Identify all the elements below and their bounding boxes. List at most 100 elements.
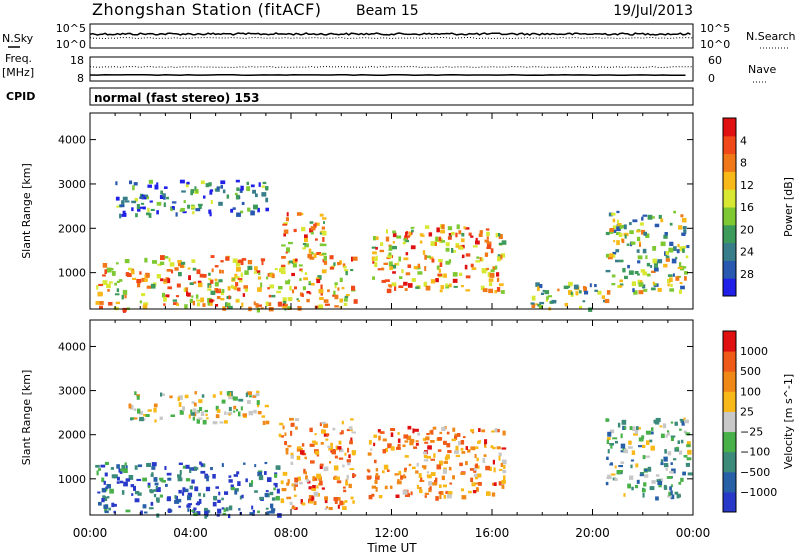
heatmap-cell	[441, 426, 446, 431]
colorbar-swatch	[723, 224, 736, 244]
heatmap-cell	[531, 295, 536, 301]
heatmap-cell	[426, 455, 431, 459]
heatmap-cell	[209, 189, 214, 192]
heatmap-cell	[474, 482, 479, 485]
heatmap-cell	[98, 283, 103, 287]
heatmap-cell	[308, 248, 312, 254]
heatmap-cell	[437, 273, 443, 277]
heatmap-cell	[623, 426, 627, 430]
heatmap-cell	[297, 299, 300, 302]
heatmap-cell	[443, 440, 447, 445]
heatmap-cell	[613, 240, 616, 243]
heatmap-cell	[686, 245, 690, 249]
heatmap-cell	[438, 460, 443, 466]
heatmap-cell	[124, 294, 127, 299]
heatmap-cell	[228, 513, 231, 519]
heatmap-cell	[682, 226, 687, 230]
heatmap-cell	[317, 275, 322, 280]
heatmap-cell	[180, 207, 185, 212]
heatmap-cell	[388, 252, 392, 256]
colorbar-swatch	[723, 207, 736, 226]
heatmap-cell	[652, 281, 655, 285]
heatmap-cell	[214, 281, 219, 287]
heatmap-cell	[329, 255, 334, 260]
heatmap-cell	[492, 446, 496, 450]
heatmap-cell	[677, 266, 683, 269]
heatmap-cell	[634, 271, 639, 275]
heatmap-cell	[339, 277, 343, 283]
heatmap-cell	[236, 471, 240, 475]
heatmap-cell	[493, 467, 496, 473]
heatmap-cell	[150, 473, 154, 477]
heatmap-cell	[424, 441, 429, 444]
heatmap-cell	[99, 301, 104, 305]
heatmap-cell	[147, 184, 152, 188]
heatmap-cell	[109, 488, 114, 494]
heatmap-cell	[334, 455, 338, 459]
heatmap-cell	[314, 450, 320, 455]
heatmap-cell	[384, 485, 388, 490]
heatmap-cell	[382, 449, 386, 454]
heatmap-cell	[446, 431, 450, 435]
heatmap-cell	[501, 459, 507, 465]
heatmap-cell	[243, 285, 248, 289]
heatmap-cell	[684, 276, 687, 281]
heatmap-cell	[498, 242, 503, 246]
heatmap-cell	[643, 482, 647, 487]
heatmap-cell	[634, 485, 639, 489]
heatmap-cell	[481, 257, 484, 262]
heatmap-cell	[683, 229, 687, 234]
heatmap-cell	[151, 472, 154, 475]
heatmap-cell	[653, 419, 659, 424]
heatmap-cell	[136, 278, 142, 284]
freq-label: Freq.	[5, 52, 32, 65]
heatmap-cell	[296, 455, 301, 460]
heatmap-cell	[224, 491, 229, 495]
heatmap-cell	[667, 283, 670, 287]
heatmap-cell	[400, 475, 403, 480]
heatmap-cell	[196, 269, 201, 275]
heatmap-cell	[568, 290, 572, 295]
heatmap-cell	[160, 190, 163, 195]
heatmap-cell	[219, 269, 222, 274]
heatmap-cell	[168, 257, 171, 262]
heatmap-cell	[448, 466, 452, 471]
heatmap-cell	[324, 499, 328, 504]
heatmap-cell	[295, 481, 298, 485]
heatmap-cell	[410, 491, 413, 496]
heatmap-cell	[431, 258, 435, 263]
heatmap-cell	[255, 393, 260, 397]
colorbar-tick-label: 20	[740, 223, 754, 236]
heatmap-cell	[422, 451, 427, 455]
heatmap-cell	[319, 422, 322, 427]
heatmap-cell	[491, 430, 495, 433]
heatmap-cell	[265, 490, 269, 493]
heatmap-cell	[193, 408, 197, 412]
heatmap-cell	[102, 495, 106, 501]
heatmap-cell	[226, 302, 231, 307]
heatmap-cell	[208, 272, 211, 276]
colorbar-frame	[722, 117, 737, 297]
heatmap-cell	[685, 462, 690, 467]
heatmap-cell	[99, 305, 103, 309]
heatmap-cell	[148, 507, 154, 510]
heatmap-cell	[301, 502, 306, 506]
heatmap-cell	[436, 464, 442, 470]
heatmap-cell	[198, 205, 202, 209]
heatmap-cell	[118, 468, 121, 473]
heatmap-cell	[252, 189, 256, 194]
heatmap-cell	[331, 449, 336, 455]
heatmap-cell	[465, 461, 468, 466]
heatmap-cell	[456, 224, 460, 230]
nsky-strip-frame	[89, 23, 694, 49]
heatmap-cell	[673, 210, 676, 214]
heatmap-cell	[236, 408, 239, 412]
heatmap-cell	[350, 437, 353, 443]
heatmap-cell	[228, 475, 232, 478]
heatmap-cell	[484, 252, 489, 257]
heatmap-cell	[631, 450, 636, 455]
heatmap-cell	[451, 438, 456, 442]
heatmap-cell	[442, 484, 447, 488]
heatmap-cell	[382, 438, 387, 442]
